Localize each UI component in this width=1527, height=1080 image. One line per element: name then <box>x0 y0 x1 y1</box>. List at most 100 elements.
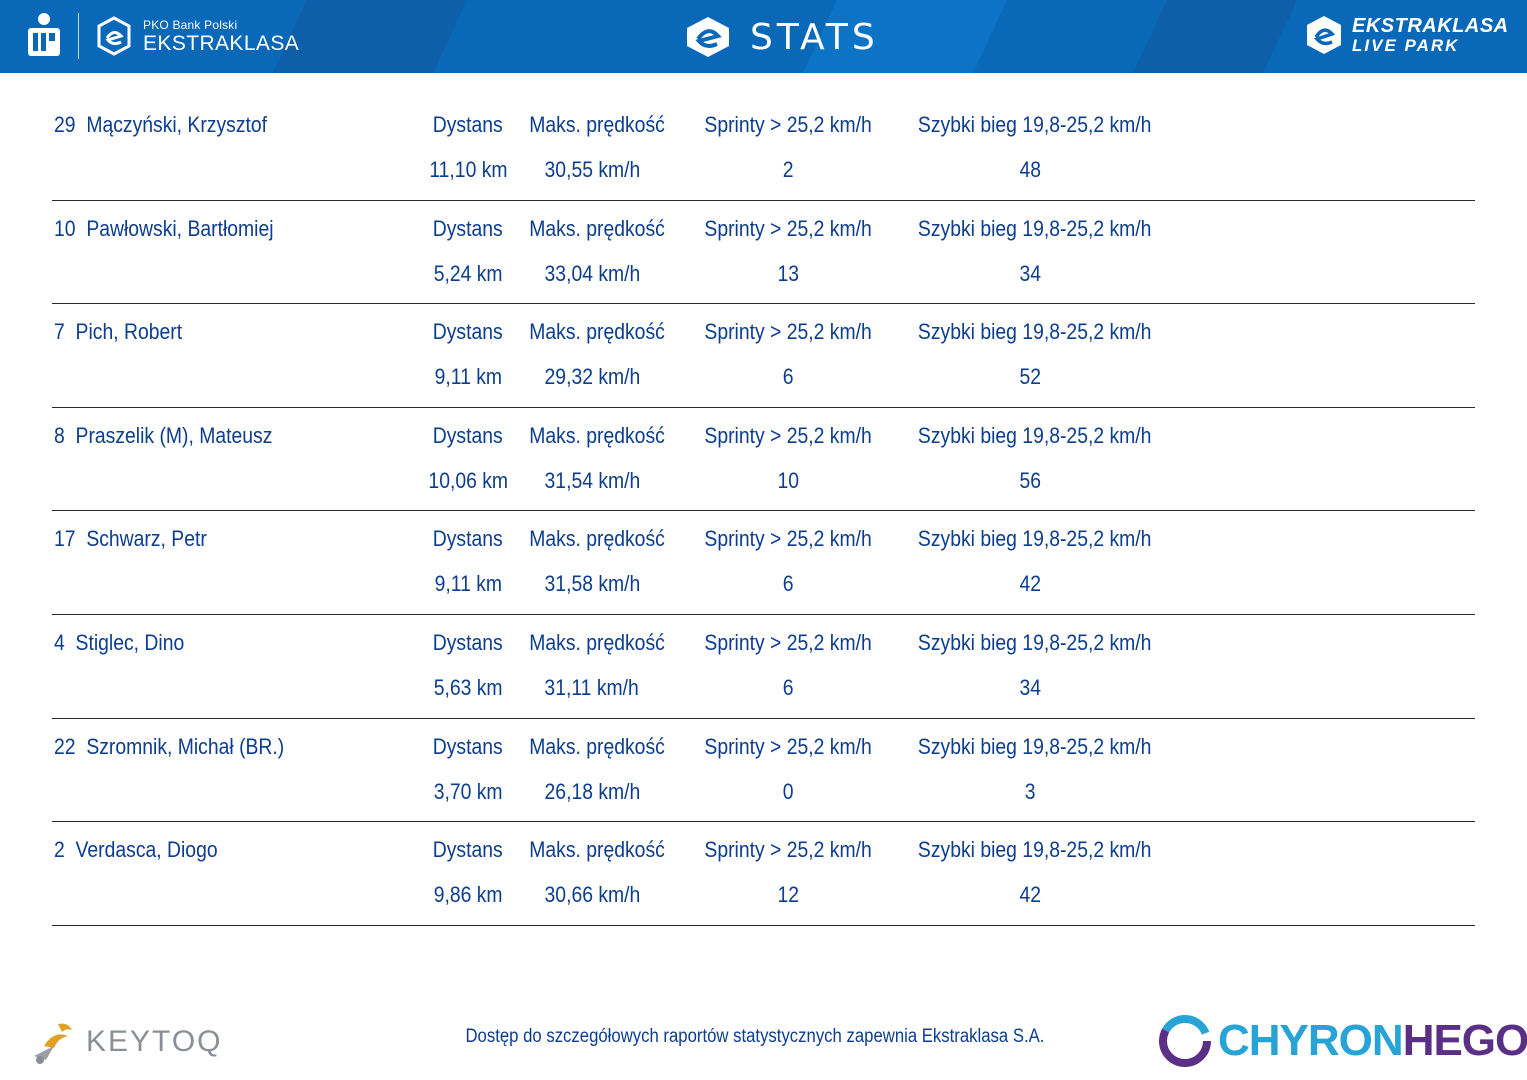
ekstraklasa-shield-icon <box>97 16 131 56</box>
max-speed-value: 31,11 km/h <box>544 674 640 700</box>
player-row: 2 Verdasca, Diogo Dystans Maks. prędkość… <box>52 822 1475 926</box>
player-row: 8 Praszelik (M), Mateusz Dystans Maks. p… <box>52 408 1475 512</box>
max-speed-value: 31,54 km/h <box>544 467 640 493</box>
distance-value: 5,24 km <box>433 260 503 286</box>
sprints-value: 12 <box>777 882 800 908</box>
fast-run-label: Szybki bieg 19,8-25,2 km/h <box>917 422 1152 448</box>
sprints-label: Sprinty > 25,2 km/h <box>704 215 873 241</box>
distance-label: Dystans <box>433 837 503 863</box>
keytoq-bird-icon <box>34 1023 72 1064</box>
max-speed-label: Maks. prędkość <box>529 112 665 137</box>
distance-label: Dystans <box>433 733 503 759</box>
ekstraklasa-brand-left: PKO Bank Polski EKSTRAKLASA <box>24 8 299 64</box>
fast-run-label: Szybki bieg 19,8-25,2 km/h <box>917 837 1152 863</box>
max-speed-value: 33,04 km/h <box>544 260 640 286</box>
distance-value: 9,11 km <box>434 364 502 390</box>
max-speed-value: 30,66 km/h <box>544 882 640 908</box>
sprints-value: 0 <box>783 778 794 804</box>
sprints-label: Sprinty > 25,2 km/h <box>704 629 873 655</box>
distance-label: Dystans <box>433 526 503 552</box>
player-name: 29 Mączyński, Krzysztof <box>54 112 268 137</box>
sprints-value: 10 <box>777 467 800 493</box>
distance-value: 11,10 km <box>428 157 508 182</box>
fast-run-label: Szybki bieg 19,8-25,2 km/h <box>917 733 1152 759</box>
chyron-text: CHYRON <box>1218 1016 1404 1065</box>
fast-run-label: Szybki bieg 19,8-25,2 km/h <box>917 215 1152 241</box>
fast-run-value: 56 <box>1019 467 1041 493</box>
player-stats-list: 29 Mączyński, Krzysztof Dystans Maks. pr… <box>52 97 1475 926</box>
fast-run-label: Szybki bieg 19,8-25,2 km/h <box>917 629 1152 655</box>
player-row: 7 Pich, Robert Dystans Maks. prędkość Sp… <box>52 304 1475 408</box>
player-row: 22 Szromnik, Michał (BR.) Dystans Maks. … <box>52 719 1475 823</box>
stats-title: STATS <box>684 12 879 62</box>
fast-run-value: 3 <box>1024 778 1036 804</box>
ekstraklasa-live-park-icon <box>1307 16 1341 54</box>
chyronhego-swirl-icon <box>1159 1015 1211 1067</box>
player-name: 7 Pich, Robert <box>54 319 183 345</box>
max-speed-value: 30,55 km/h <box>544 157 640 182</box>
player-name: 10 Pawłowski, Bartłomiej <box>54 215 274 241</box>
fast-run-label: Szybki bieg 19,8-25,2 km/h <box>917 112 1152 137</box>
sprints-value: 6 <box>783 571 794 597</box>
player-name: 8 Praszelik (M), Mateusz <box>54 422 273 448</box>
max-speed-label: Maks. prędkość <box>529 629 665 655</box>
sprints-label: Sprinty > 25,2 km/h <box>704 319 873 345</box>
sprints-label: Sprinty > 25,2 km/h <box>704 526 873 552</box>
live-park-brand: EKSTRAKLASA LIVE PARK <box>1304 14 1509 56</box>
sprints-value: 2 <box>783 157 794 182</box>
distance-label: Dystans <box>433 319 503 345</box>
live-park-line1: EKSTRAKLASA <box>1352 15 1509 37</box>
max-speed-value: 31,58 km/h <box>544 571 640 597</box>
distance-value: 10,06 km <box>428 467 508 493</box>
distance-value: 9,86 km <box>433 882 503 908</box>
live-park-line2: LIVE PARK <box>1352 36 1460 55</box>
max-speed-value: 26,18 km/h <box>544 778 640 804</box>
sprints-label: Sprinty > 25,2 km/h <box>704 112 873 137</box>
keytoq-logo: KEYTOQ <box>28 1016 222 1068</box>
fast-run-value: 52 <box>1019 364 1041 390</box>
fast-run-label: Szybki bieg 19,8-25,2 km/h <box>917 526 1152 552</box>
sprints-label: Sprinty > 25,2 km/h <box>704 422 873 448</box>
sprints-label: Sprinty > 25,2 km/h <box>704 733 873 759</box>
max-speed-label: Maks. prędkość <box>529 422 665 448</box>
keytoq-text: KEYTOQ <box>86 1025 223 1058</box>
distance-label: Dystans <box>433 629 503 655</box>
max-speed-label: Maks. prędkość <box>529 837 665 863</box>
sprints-label: Sprinty > 25,2 km/h <box>704 837 873 863</box>
player-row: 4 Stiglec, Dino Dystans Maks. prędkość S… <box>52 615 1475 719</box>
player-name: 17 Schwarz, Petr <box>54 526 207 552</box>
brand-league-text: EKSTRAKLASA <box>143 31 300 55</box>
player-name: 2 Verdasca, Diogo <box>54 837 218 863</box>
footer-note: Dostęp do szczegółowych raportów statyst… <box>465 1026 1045 1047</box>
sprints-value: 6 <box>783 674 794 700</box>
header-band: PKO Bank Polski EKSTRAKLASA STATS EKSTRA… <box>0 0 1527 73</box>
sprints-value: 6 <box>783 364 794 390</box>
fast-run-value: 48 <box>1019 157 1041 182</box>
max-speed-label: Maks. prędkość <box>529 215 665 241</box>
fast-run-value: 34 <box>1019 260 1041 286</box>
hego-text: HEGO <box>1402 1016 1527 1065</box>
fast-run-value: 34 <box>1019 674 1041 700</box>
player-row: 17 Schwarz, Petr Dystans Maks. prędkość … <box>52 511 1475 615</box>
max-speed-label: Maks. prędkość <box>529 319 665 345</box>
stats-shield-icon <box>687 17 729 57</box>
player-row: 10 Pawłowski, Bartłomiej Dystans Maks. p… <box>52 201 1475 305</box>
player-name: 4 Stiglec, Dino <box>54 629 185 655</box>
brand-sponsor-text: PKO Bank Polski <box>143 17 238 32</box>
player-row: 29 Mączyński, Krzysztof Dystans Maks. pr… <box>52 97 1475 201</box>
page-title: STATS <box>750 16 879 58</box>
max-speed-value: 29,32 km/h <box>544 364 640 390</box>
pko-logo-icon <box>28 13 60 56</box>
max-speed-label: Maks. prędkość <box>529 733 665 759</box>
fast-run-value: 42 <box>1019 882 1041 908</box>
distance-value: 3,70 km <box>433 778 503 804</box>
player-name: 22 Szromnik, Michał (BR.) <box>54 733 285 759</box>
distance-label: Dystans <box>433 215 503 241</box>
distance-value: 5,63 km <box>433 674 503 700</box>
fast-run-label: Szybki bieg 19,8-25,2 km/h <box>917 319 1152 345</box>
distance-value: 9,11 km <box>434 571 502 597</box>
sprints-value: 13 <box>777 260 800 286</box>
distance-label: Dystans <box>433 112 503 137</box>
fast-run-value: 42 <box>1019 571 1041 597</box>
distance-label: Dystans <box>433 422 503 448</box>
